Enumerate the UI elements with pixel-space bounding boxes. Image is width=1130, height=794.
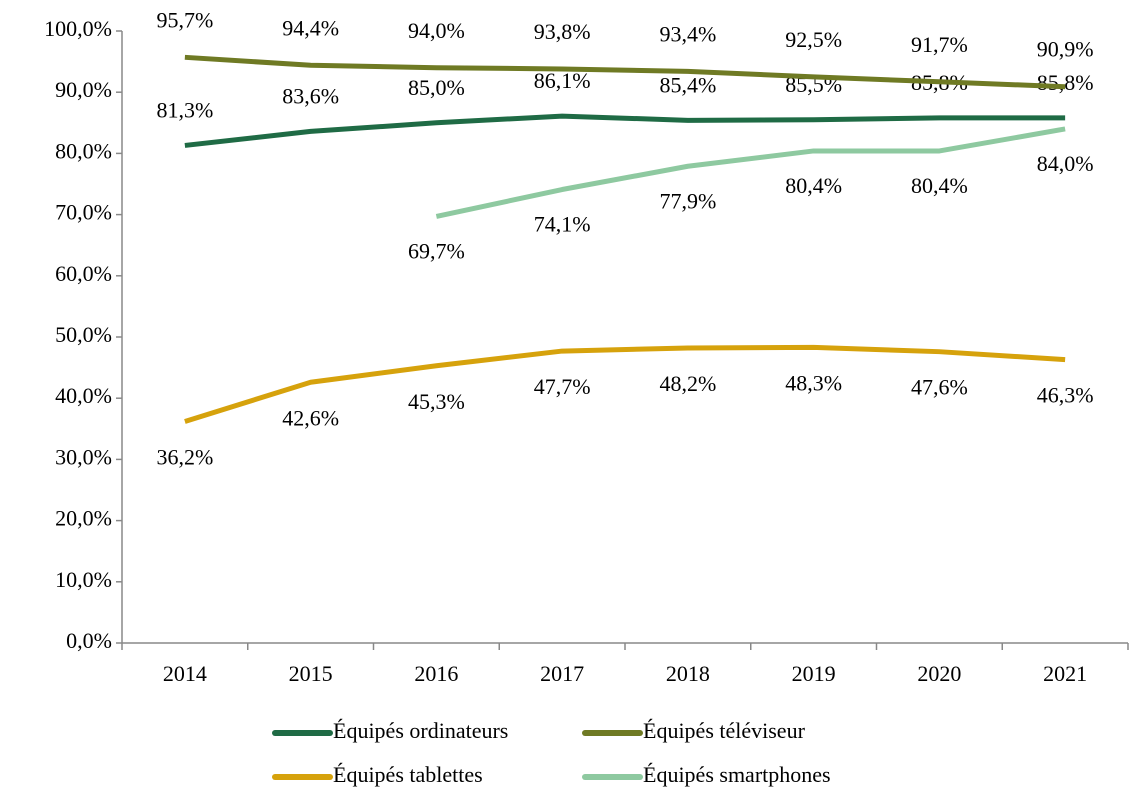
x-tick-label: 2020 bbox=[917, 661, 961, 686]
data-label: 83,6% bbox=[282, 83, 339, 108]
x-tick-label: 2018 bbox=[666, 661, 710, 686]
data-label: 93,4% bbox=[659, 21, 716, 46]
y-tick-label: 40,0% bbox=[55, 383, 112, 408]
series-line bbox=[184, 54, 1066, 90]
legend-label: Équipés tablettes bbox=[333, 762, 483, 787]
data-label: 85,4% bbox=[659, 72, 716, 97]
data-label: 84,0% bbox=[1037, 151, 1094, 176]
x-tick-label: 2014 bbox=[163, 661, 207, 686]
data-label: 69,7% bbox=[408, 238, 465, 263]
data-label: 81,3% bbox=[156, 97, 213, 122]
y-tick-label: 60,0% bbox=[55, 261, 112, 286]
legend-label: Équipés smartphones bbox=[643, 762, 831, 787]
x-tick-label: 2019 bbox=[792, 661, 836, 686]
data-label: 80,4% bbox=[785, 173, 842, 198]
data-label: 95,7% bbox=[156, 7, 213, 32]
x-tick-label: 2016 bbox=[414, 661, 458, 686]
data-label: 46,3% bbox=[1037, 383, 1094, 408]
y-tick-label: 100,0% bbox=[44, 16, 112, 41]
x-tick-label: 2021 bbox=[1043, 661, 1087, 686]
data-label: 91,7% bbox=[911, 32, 968, 57]
y-tick-label: 90,0% bbox=[55, 77, 112, 102]
y-tick-label: 20,0% bbox=[55, 506, 112, 531]
data-label: 92,5% bbox=[785, 27, 842, 52]
data-label: 90,9% bbox=[1037, 37, 1094, 62]
data-label: 80,4% bbox=[911, 173, 968, 198]
data-label: 94,4% bbox=[282, 15, 339, 40]
data-label: 48,3% bbox=[785, 370, 842, 395]
series-line bbox=[184, 344, 1066, 424]
x-tick-label: 2015 bbox=[289, 661, 333, 686]
data-label: 45,3% bbox=[408, 389, 465, 414]
y-tick-label: 70,0% bbox=[55, 200, 112, 225]
series-line bbox=[435, 126, 1066, 219]
y-tick-label: 10,0% bbox=[55, 567, 112, 592]
x-tick-label: 2017 bbox=[540, 661, 584, 686]
data-label: 93,8% bbox=[534, 19, 591, 44]
y-tick-label: 50,0% bbox=[55, 322, 112, 347]
data-label: 47,7% bbox=[534, 374, 591, 399]
data-label: 85,8% bbox=[1037, 70, 1094, 95]
data-label: 77,9% bbox=[659, 188, 716, 213]
legend-label: Équipés ordinateurs bbox=[333, 718, 508, 743]
data-label: 48,2% bbox=[659, 371, 716, 396]
y-tick-label: 30,0% bbox=[55, 444, 112, 469]
data-label: 86,1% bbox=[534, 68, 591, 93]
data-label: 47,6% bbox=[911, 375, 968, 400]
data-label: 94,0% bbox=[408, 18, 465, 43]
y-tick-label: 80,0% bbox=[55, 138, 112, 163]
data-label: 85,0% bbox=[408, 75, 465, 100]
data-label: 42,6% bbox=[282, 405, 339, 430]
data-label: 36,2% bbox=[156, 445, 213, 470]
y-tick-label: 0,0% bbox=[66, 628, 112, 653]
series-line bbox=[184, 113, 1066, 148]
data-label: 74,1% bbox=[534, 212, 591, 237]
legend-label: Équipés téléviseur bbox=[643, 718, 806, 743]
